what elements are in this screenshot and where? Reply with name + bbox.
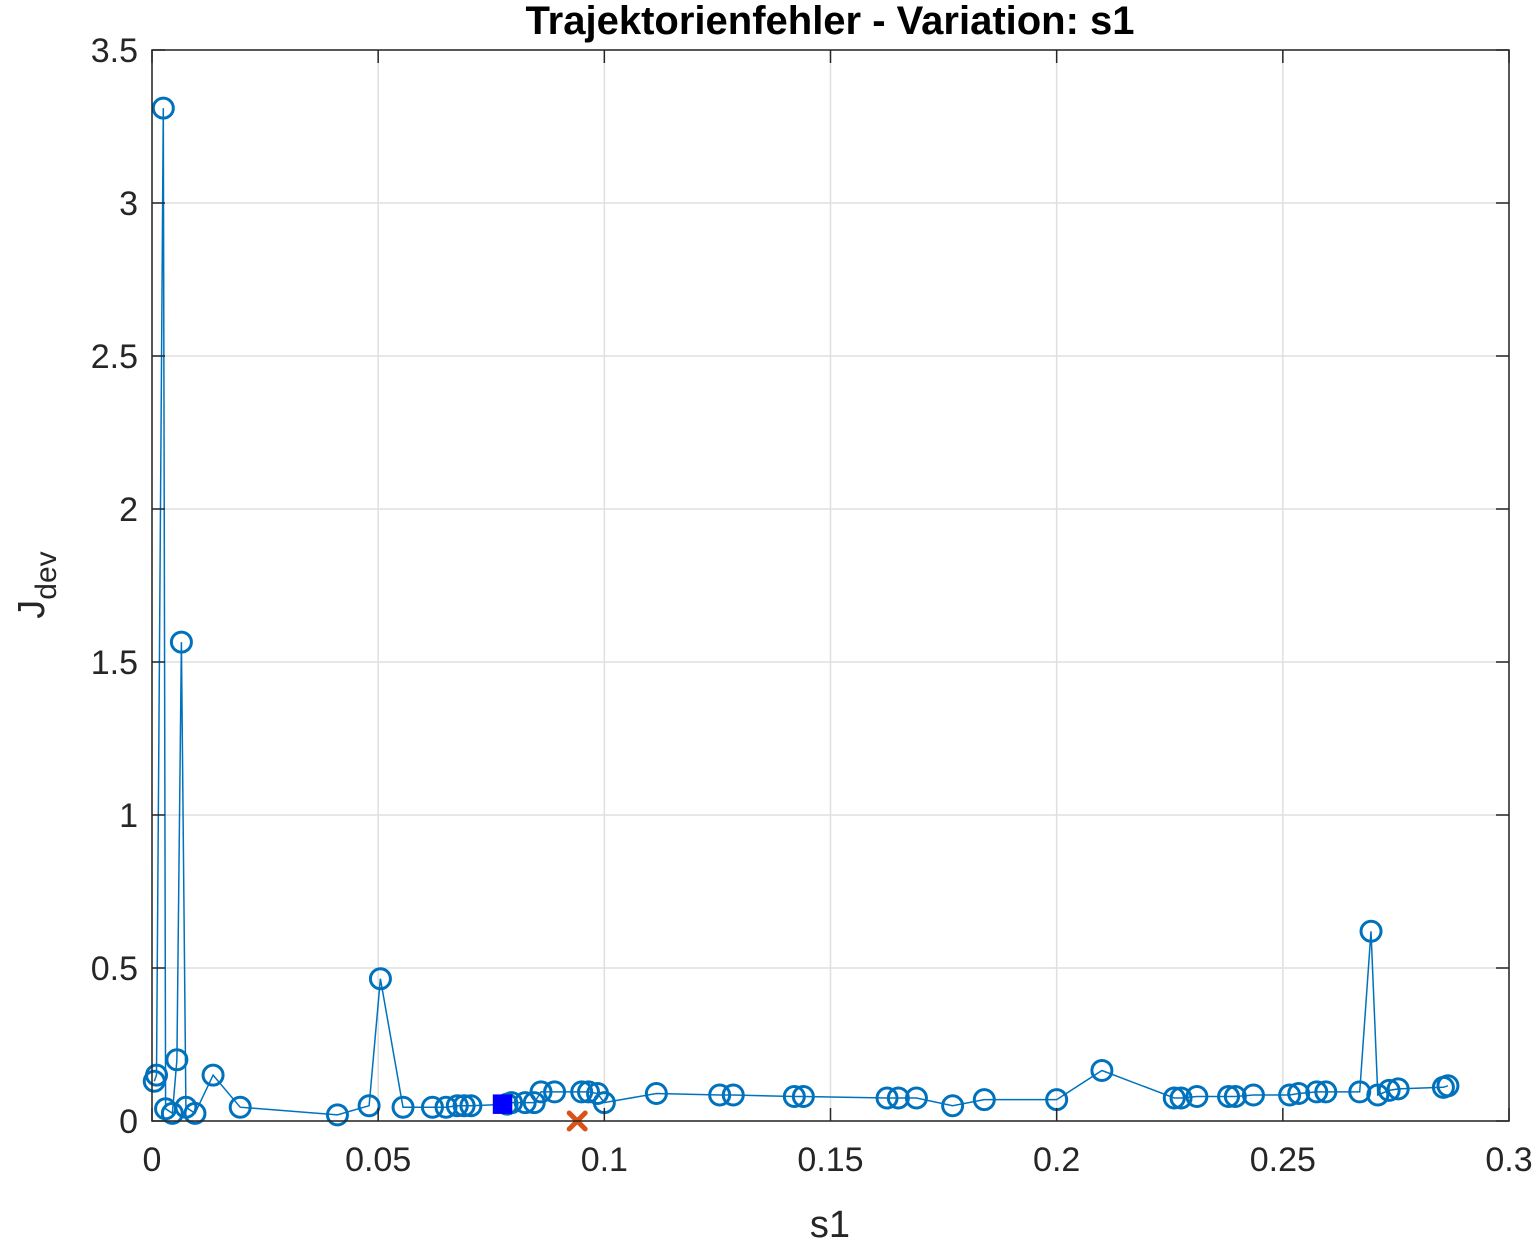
data-point [941,1094,965,1118]
data-point [886,1086,910,1110]
y-axis-label-main: J [11,600,53,619]
data-point [1185,1085,1209,1109]
tick-marks [151,49,1510,1122]
y-tick-label: 3.5 [91,32,138,70]
data-point [357,1094,381,1118]
data-point [1090,1059,1114,1083]
data-point [169,630,193,654]
data-point [708,1083,732,1107]
data-point [972,1088,996,1112]
chart-title: Trajektorienfehler - Variation: s1 [525,0,1134,43]
data-point [1366,1083,1390,1107]
data-point [1278,1083,1302,1107]
y-axis-label: Jdev [11,551,63,618]
series-layer [142,96,1460,1127]
x-tick-label: 0.2 [1033,1141,1080,1179]
y-tick-label: 2 [119,491,138,529]
data-point [782,1085,806,1109]
x-tick-label: 0.3 [1485,1141,1532,1179]
data-point [1169,1086,1193,1110]
data-point [543,1080,567,1104]
data-point [1359,919,1383,943]
data-point [145,1063,169,1087]
x-tick-labels: 0 0.05 0.1 0.15 0.2 0.25 0.3 [143,1141,1533,1179]
data-point [1377,1078,1401,1102]
data-point [325,1103,349,1127]
data-point [459,1094,483,1118]
y-tick-label: 1.5 [91,644,138,682]
x-tick-label: 0 [143,1141,162,1179]
data-point [165,1048,189,1072]
data-point [368,967,392,991]
data-point [201,1063,225,1087]
y-tick-label: 0 [119,1103,138,1141]
data-point [183,1101,207,1125]
y-tick-label: 0.5 [91,950,138,988]
data-point [1436,1074,1460,1098]
x-axis-label: s1 [810,1204,850,1244]
y-tick-label: 2.5 [91,338,138,376]
data-point [791,1085,815,1109]
data-point [1241,1083,1265,1107]
x-tick-label: 0.15 [797,1141,863,1179]
y-axis-label-subscript: dev [30,551,63,599]
data-point [160,1101,184,1125]
data-point [434,1095,458,1119]
y-tick-labels: 0 0.5 1 1.5 2 2.5 3 3.5 [91,32,138,1141]
data-point [420,1095,444,1119]
data-point [513,1091,537,1115]
data-point [391,1095,415,1119]
data-point [721,1083,745,1107]
data-point [228,1095,252,1119]
data-point [1223,1085,1247,1109]
y-tick-label: 1 [119,797,138,835]
y-tick-label: 3 [119,185,138,223]
data-point [1386,1077,1410,1101]
data-point [644,1081,668,1105]
data-point [529,1080,553,1104]
data-point [1305,1080,1329,1104]
data-point [445,1094,469,1118]
data-point [151,96,175,120]
data-point [577,1080,601,1104]
data-point [904,1086,928,1110]
data-point [1287,1081,1311,1105]
square-marker [492,1094,513,1114]
data-point [1314,1080,1338,1104]
x-tick-label: 0.05 [345,1141,411,1179]
data-point [1217,1085,1241,1109]
data-point [875,1086,899,1110]
x-tick-label: 0.25 [1250,1141,1316,1179]
x-tick-label: 0.1 [581,1141,628,1179]
data-point [452,1094,476,1118]
data-point [1162,1086,1186,1110]
data-point [570,1080,594,1104]
